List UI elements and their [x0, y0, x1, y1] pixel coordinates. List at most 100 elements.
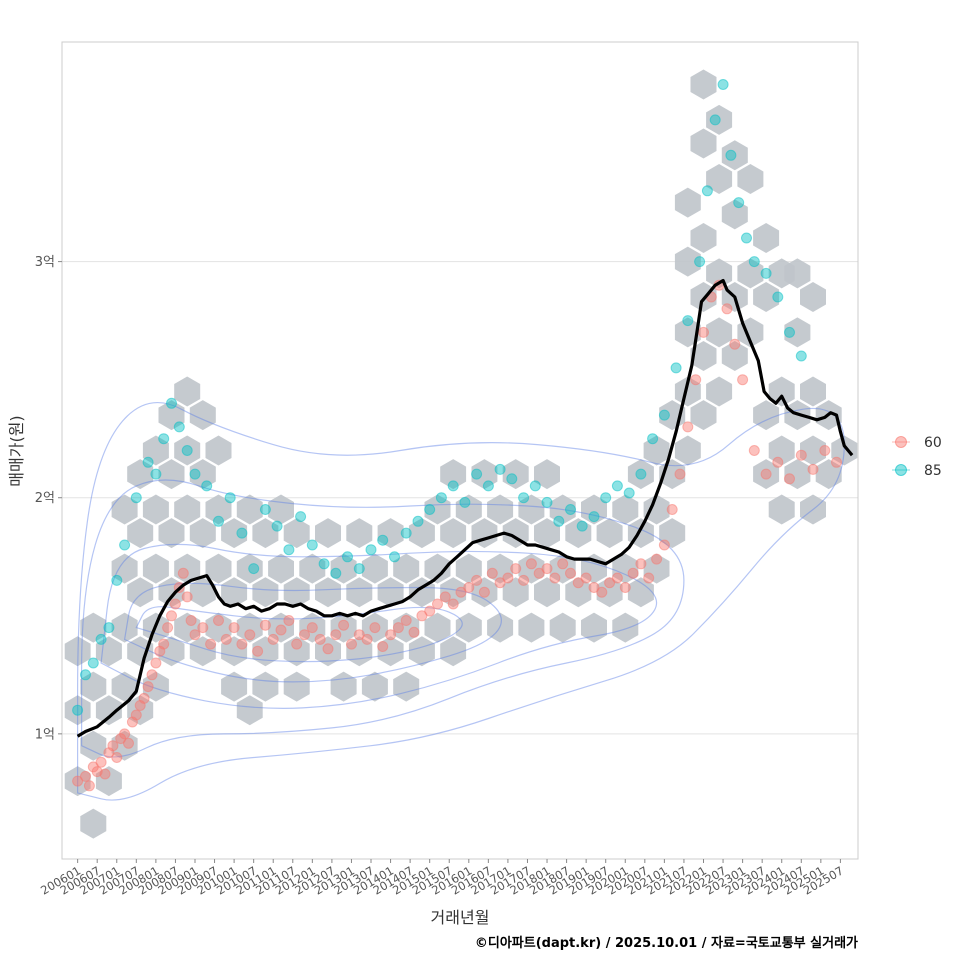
hex-cell: [346, 518, 373, 549]
point-60: [236, 638, 248, 650]
hex-cell: [236, 695, 263, 726]
point-60: [197, 622, 209, 634]
legend-swatch-85: [895, 464, 907, 476]
hex-cell: [706, 164, 733, 194]
hex-cell: [361, 671, 388, 702]
y-tick-label-1: 2억: [35, 491, 55, 506]
hex-cell: [753, 223, 780, 253]
hex-cell: [95, 766, 122, 797]
point-60: [580, 572, 592, 584]
point-60: [169, 598, 181, 610]
point-85: [342, 551, 353, 563]
hex-cell: [518, 494, 545, 525]
point-85: [259, 504, 271, 515]
hex-cell: [487, 553, 514, 584]
point-85: [142, 456, 154, 468]
point-85: [506, 473, 518, 485]
hex-cell: [753, 282, 780, 312]
point-85: [72, 704, 84, 716]
hex-cell: [455, 612, 482, 643]
hex-cell: [440, 518, 467, 549]
hex-cell: [377, 577, 404, 608]
point-85: [173, 421, 185, 433]
trend-line: [76, 278, 854, 738]
point-60: [541, 563, 553, 575]
hex-cell: [690, 128, 717, 159]
hex-cell: [393, 612, 420, 643]
hex-cell: [142, 494, 169, 525]
hex-cell: [64, 695, 91, 726]
hex-cell: [753, 400, 780, 431]
hex-cell: [205, 494, 232, 525]
point-60: [99, 768, 111, 780]
hex-cell: [784, 317, 811, 348]
hex-cell: [674, 246, 701, 277]
point-60: [698, 326, 709, 338]
point-60: [72, 775, 84, 787]
point-85: [330, 567, 342, 579]
hex-cell: [111, 612, 138, 643]
y-tick-label-0: 1억: [35, 727, 55, 742]
hex-cell: [127, 577, 154, 608]
point-85: [447, 480, 459, 492]
point-85: [725, 149, 737, 161]
hex-cell: [706, 258, 733, 289]
hex-cell: [502, 459, 529, 490]
point-85: [400, 527, 412, 539]
point-60: [111, 752, 123, 763]
hex-cell: [127, 518, 154, 549]
point-85: [271, 520, 283, 532]
hex-cell: [142, 553, 169, 584]
point-60: [463, 582, 475, 593]
point-60: [486, 567, 498, 579]
hex-cell: [643, 494, 670, 525]
hex-cell: [315, 636, 341, 667]
hex-cell: [252, 577, 279, 608]
hex-cell: [283, 671, 310, 702]
hex-cell: [737, 164, 764, 194]
point-60: [721, 303, 733, 315]
point-85: [412, 515, 424, 527]
hex-cell: [174, 494, 201, 525]
point-60: [377, 641, 389, 652]
hex-cell: [612, 553, 639, 584]
density-contour-3: [81, 479, 685, 758]
point-60: [478, 586, 490, 598]
hex-cell: [315, 577, 341, 608]
contour-layer: [77, 402, 845, 801]
legend-swatch-60: [895, 436, 907, 448]
hex-cell: [549, 612, 576, 643]
point-85: [541, 496, 553, 508]
hex-cell: [690, 400, 717, 431]
y-tick-label-2: 3억: [35, 255, 55, 270]
point-60: [369, 622, 381, 634]
point-60: [158, 638, 170, 650]
hex-cell: [158, 518, 185, 549]
hex-cell: [252, 636, 279, 667]
hex-cell: [205, 612, 232, 643]
hex-cell: [268, 553, 294, 584]
point-60: [83, 780, 95, 792]
point-85: [201, 480, 213, 492]
hex-cell: [174, 435, 201, 466]
hex-cell: [142, 435, 169, 466]
legend-label-85: 85: [924, 463, 942, 479]
hex-cell: [315, 518, 341, 549]
density-contour-2: [100, 543, 658, 709]
hex-cell: [111, 671, 138, 702]
point-60: [228, 622, 240, 634]
hex-cell: [455, 494, 482, 525]
point-60: [502, 572, 514, 584]
hex-cell: [565, 577, 592, 608]
hex-cell: [643, 553, 670, 584]
point-85: [760, 267, 772, 279]
point-85: [717, 79, 729, 90]
hex-cell: [189, 636, 216, 667]
point-85: [377, 534, 389, 546]
hex-cell: [596, 518, 623, 549]
point-85: [459, 496, 471, 508]
hex-cell: [690, 223, 717, 253]
hex-cell: [174, 376, 201, 407]
point-85: [482, 480, 494, 492]
